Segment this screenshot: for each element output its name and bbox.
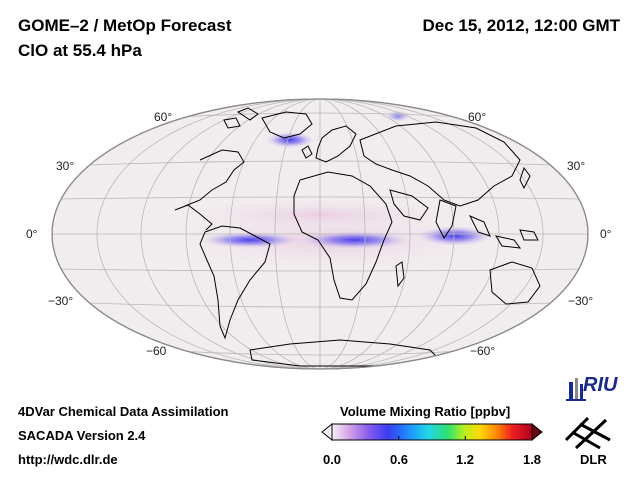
colorbar-ramp: [331, 423, 533, 441]
lat-label-left-60: 60°: [154, 110, 173, 124]
clo-max-arctic: [266, 132, 314, 148]
riu-logo-icon: [566, 378, 586, 401]
dlr-logo-icon: [564, 416, 611, 450]
colorbar: [321, 423, 543, 441]
footer-line-2: SACADA Version 2.4: [18, 428, 146, 443]
lat-label-right-minus30: −30°: [568, 294, 594, 308]
lat-label-left-30: 30°: [56, 159, 75, 173]
forecast-date: Dec 15, 2012, 12:00 GMT: [422, 16, 620, 35]
colorbar-tick-0: 0.0: [322, 452, 342, 467]
colorbar-tick-1: 0.6: [389, 452, 409, 467]
lat-label-left-0: 0°: [26, 227, 38, 241]
coastlines: [174, 107, 541, 367]
page-title: GOME–2 / MetOp Forecast: [18, 16, 232, 35]
lat-label-left-minus60: −60: [146, 344, 167, 358]
colorbar-under-arrow: [321, 423, 333, 441]
lat-label-right-30: 30°: [567, 159, 586, 173]
lat-label-right-minus60: −60°: [470, 344, 496, 358]
colorbar-tick-2: 1.2: [455, 452, 475, 467]
lat-label-right-0: 0°: [600, 227, 612, 241]
colorbar-over-arrow: [531, 423, 543, 441]
world-map: [51, 98, 589, 370]
footer-line-1: 4DVar Chemical Data Assimilation: [18, 404, 229, 419]
colorbar-tick-3: 1.8: [522, 452, 542, 467]
colorbar-title: Volume Mixing Ratio [ppbv]: [340, 404, 511, 419]
footer-url[interactable]: http://wdc.dlr.de: [18, 452, 118, 467]
lat-label-right-60: 60°: [468, 110, 487, 124]
dlr-logo-text: DLR: [580, 452, 607, 467]
riu-logo-text: RIU: [583, 374, 618, 396]
clo-max-east: [417, 226, 493, 246]
lat-label-left-minus30: −30°: [48, 294, 74, 308]
page-subtitle: ClO at 55.4 hPa: [18, 41, 142, 60]
